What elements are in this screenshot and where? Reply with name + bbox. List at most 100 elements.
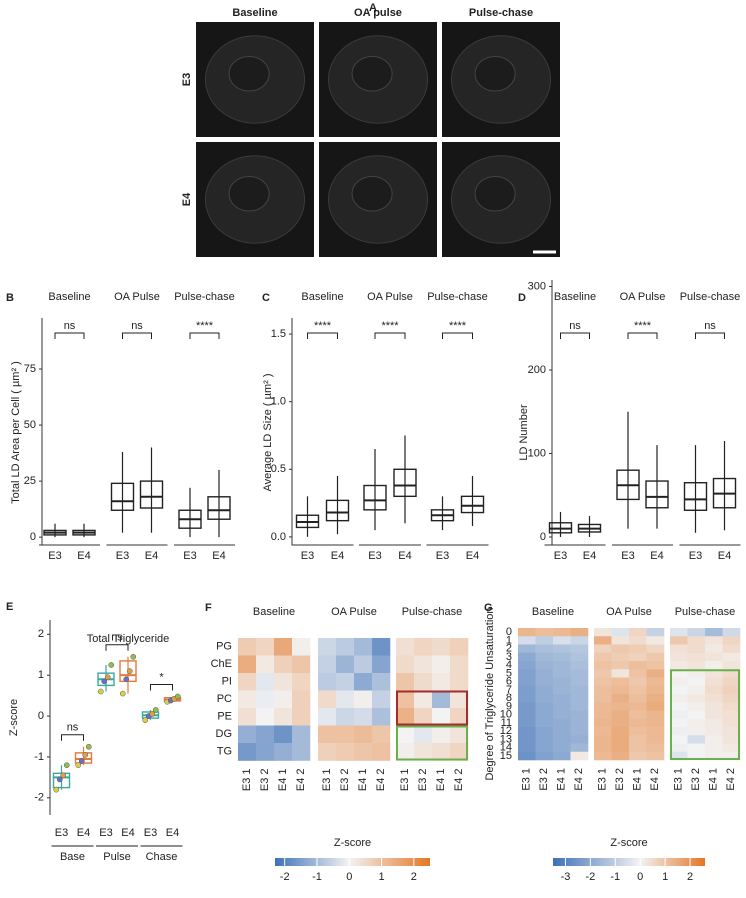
heatmap-cell — [553, 702, 571, 711]
x-tick-label: E3 — [99, 827, 112, 839]
heatmap-cell — [535, 751, 554, 761]
column-label: E4 1 — [632, 768, 644, 791]
y-tick-label: 300 — [528, 280, 546, 292]
heatmap-cell — [629, 735, 647, 744]
heatmap-cell — [274, 690, 293, 709]
row-label: ChE — [211, 658, 232, 670]
heatmap-cell — [705, 702, 723, 711]
y-tick-label: 0.0 — [271, 531, 286, 543]
heatmap-cell — [450, 743, 469, 761]
heatmap-cell — [570, 710, 589, 720]
box — [207, 496, 231, 520]
row-label: 15 — [500, 750, 512, 762]
heatmap-cell — [705, 644, 723, 654]
significance-bracket — [189, 332, 220, 339]
heatmap-cell — [432, 690, 451, 709]
heatmap-cell — [705, 718, 723, 728]
heatmap-cell — [611, 661, 630, 670]
heatmap-cell — [372, 690, 391, 709]
heatmap-cell — [518, 710, 536, 720]
heatmap-cell — [629, 702, 647, 711]
heatmap-cell — [238, 638, 257, 656]
group-label: Pulse — [103, 851, 131, 863]
replicate-point — [97, 688, 104, 695]
heatmap-cell — [670, 628, 688, 637]
heatmap-cell — [629, 636, 647, 645]
y-axis-label: Total LD Area per Cell ( µm² ) — [10, 361, 22, 504]
heatmap-cell — [670, 685, 688, 695]
heatmap-cell — [611, 677, 630, 687]
heatmap-cell — [646, 694, 665, 703]
panel-label: E — [6, 601, 13, 613]
row-label: 5 — [506, 667, 512, 679]
row-label: 10 — [500, 709, 512, 721]
facet-title: OA Pulse — [606, 606, 652, 618]
replicate-point — [108, 662, 115, 668]
heatmap-cell — [553, 661, 571, 670]
heatmap-cell — [256, 673, 275, 691]
heatmap-cell — [646, 636, 665, 645]
heatmap-cell — [687, 710, 706, 720]
colorbar-tick-label: -2 — [280, 871, 290, 883]
heatmap-cell — [646, 677, 665, 687]
heatmap-cell — [687, 718, 706, 728]
heatmap-cell — [670, 694, 688, 703]
column-label: E4 2 — [375, 769, 387, 792]
box — [110, 482, 135, 511]
heatmap-cell — [722, 677, 741, 687]
image-column-title: OA pulse — [354, 7, 402, 19]
heatmap-cell — [687, 685, 706, 695]
image-column-title: Pulse-chase — [469, 7, 533, 19]
heatmap-cell — [354, 655, 373, 674]
replicate-point — [101, 678, 108, 685]
heatmap-cell — [535, 669, 554, 678]
significance-label: **** — [314, 320, 332, 332]
heatmap-cell — [722, 727, 741, 736]
colorbar-title: Z-score — [610, 837, 647, 849]
heatmap-cell — [594, 743, 612, 753]
box — [363, 484, 387, 511]
heatmap-cell — [450, 655, 469, 674]
significance-bracket — [627, 332, 658, 339]
heatmap-cell — [256, 655, 275, 674]
heatmap-cell — [629, 743, 647, 753]
panel-label: B — [6, 292, 14, 304]
heatmap-cell — [553, 628, 571, 637]
x-tick-label: E4 — [398, 550, 411, 562]
colorbar-tick-label: -1 — [610, 871, 620, 883]
heatmap-cell — [570, 685, 589, 695]
heatmap-cell — [629, 644, 647, 654]
box — [139, 480, 164, 509]
y-tick-label: 0 — [38, 710, 44, 722]
heatmap-cell — [535, 743, 554, 753]
heatmap-cell — [372, 655, 391, 674]
row-label: PG — [216, 641, 232, 653]
heatmap-cell — [705, 677, 723, 687]
heatmap-cell — [553, 710, 571, 720]
x-tick-label: E4 — [466, 550, 479, 562]
column-label: E3 1 — [597, 768, 609, 791]
heatmap-cell — [570, 677, 589, 687]
heatmap-cell — [336, 708, 355, 726]
heatmap-cell — [629, 669, 647, 678]
heatmap-cell — [594, 628, 612, 637]
heatmap-cell — [722, 743, 741, 753]
heatmap-cell — [611, 669, 630, 678]
x-tick-label: E4 — [331, 550, 344, 562]
column-label: E4 1 — [708, 768, 720, 791]
facet-title: Pulse-chase — [680, 291, 741, 303]
colorbar-tick-label: 2 — [411, 871, 417, 883]
heatmap-cell — [414, 725, 433, 744]
column-label: E3 1 — [673, 768, 685, 791]
facet-title: Pulse-chase — [675, 606, 736, 618]
heatmap-cell — [535, 727, 554, 736]
heatmap-cell — [611, 718, 630, 728]
heatmap-cell — [372, 708, 391, 726]
heatmap-cell — [705, 636, 723, 645]
heatmap-cell — [722, 628, 741, 637]
x-tick-label: E3 — [183, 550, 196, 562]
replicate-point — [123, 676, 130, 683]
heatmap-cell — [414, 655, 433, 674]
heatmap-cell — [687, 636, 706, 645]
significance-bracket — [307, 332, 338, 339]
